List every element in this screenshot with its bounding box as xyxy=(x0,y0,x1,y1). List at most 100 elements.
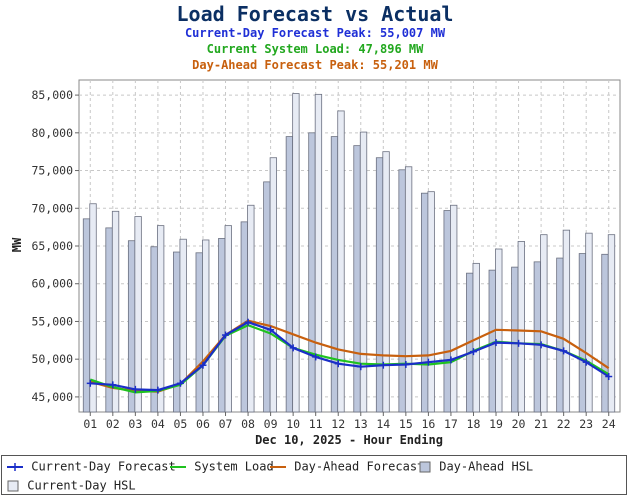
forecast-point-marker xyxy=(402,360,410,368)
legend-item-current-day-hsl: Current-Day HSL xyxy=(6,478,136,493)
day-ahead-hsl-bar xyxy=(398,169,406,413)
forecast-point-marker xyxy=(86,379,94,387)
day-ahead-hsl-bar xyxy=(375,157,384,413)
forecast-point-marker xyxy=(131,385,139,393)
current-day-hsl-bar xyxy=(179,238,187,413)
current-day-hsl-bar xyxy=(540,234,548,413)
forecast-point-marker xyxy=(469,348,477,356)
current-day-hsl-bar xyxy=(224,225,232,413)
y-tick-label: 60,000 xyxy=(31,277,73,291)
x-tick-label: 22 xyxy=(557,417,571,431)
day-ahead-hsl-bar xyxy=(285,136,294,413)
y-tick-label: 45,000 xyxy=(31,390,73,404)
x-axis-label: Dec 10, 2025 - Hour Ending xyxy=(255,433,443,447)
day-ahead-hsl-bar xyxy=(218,238,226,413)
current-day-hsl-bar xyxy=(89,203,97,413)
system-load-subtitle: Current System Load: 47,896 MW xyxy=(206,42,424,56)
day-ahead-hsl-bar xyxy=(173,251,181,413)
forecast-point-marker xyxy=(289,344,297,352)
y-tick-label: 80,000 xyxy=(31,126,73,140)
legend-label: Current-Day Forecast xyxy=(31,459,176,474)
forecast-point-marker xyxy=(447,356,455,364)
x-tick-label: 05 xyxy=(174,417,188,431)
x-tick-label: 07 xyxy=(219,417,233,431)
day-ahead-hsl-bar xyxy=(420,192,429,413)
y-tick-label: 70,000 xyxy=(31,201,73,215)
forecast-point-marker xyxy=(222,331,230,339)
forecast-point-marker xyxy=(357,363,365,371)
current-day-hsl-bar xyxy=(156,225,165,413)
x-tick-label: 08 xyxy=(241,417,255,431)
current-day-hsl-bar xyxy=(111,210,120,413)
forecast-point-marker xyxy=(537,341,545,349)
forecast-point-marker xyxy=(199,361,207,369)
y-tick-label: 85,000 xyxy=(31,88,73,102)
x-tick-label: 06 xyxy=(196,417,210,431)
forecast-point-marker xyxy=(244,318,252,326)
forecast-peak-subtitle: Current-Day Forecast Peak: 55,007 MW xyxy=(184,26,446,40)
day-ahead-hsl-bar xyxy=(150,246,158,413)
legend-label: Current-Day HSL xyxy=(27,478,136,493)
x-tick-label: 11 xyxy=(309,417,323,431)
x-tick-label: 13 xyxy=(354,417,368,431)
forecast-point-marker xyxy=(109,381,117,389)
forecast-point-marker xyxy=(582,358,590,366)
legend-label: System Load xyxy=(194,459,274,474)
current-day-hsl-bar xyxy=(562,229,571,413)
current-day-hsl-bar xyxy=(292,93,300,413)
x-tick-label: 04 xyxy=(151,417,165,431)
chart-legend: Current-Day Forecast System Load Day-Ahe… xyxy=(1,455,627,495)
current-day-hsl-bar xyxy=(314,93,323,413)
day-ahead-hsl-bar xyxy=(488,269,496,413)
day-ahead-hsl-bar xyxy=(353,145,361,413)
x-tick-label: 02 xyxy=(106,417,120,431)
current-day-forecast-line xyxy=(90,321,610,392)
current-day-hsl-bar xyxy=(427,191,435,413)
legend-item-day-ahead-hsl: Day-Ahead HSL xyxy=(418,459,533,474)
current-day-hsl-bar xyxy=(585,232,593,413)
current-day-hsl-bar xyxy=(269,157,278,413)
chart-title: Load Forecast vs Actual xyxy=(176,2,454,26)
x-tick-label: 01 xyxy=(83,417,97,431)
y-tick-label: 55,000 xyxy=(31,314,73,328)
load-chart: 45,000 50,000 55,000 60,000 65,000 70,000 75,0… xyxy=(10,79,621,447)
day-ahead-hsl-bar xyxy=(330,136,339,413)
current-day-hsl-bar xyxy=(247,204,255,413)
x-tick-label: 24 xyxy=(602,417,616,431)
legend-item-current-day-forecast: Current-Day Forecast xyxy=(6,459,176,474)
forecast-point-marker xyxy=(154,386,162,394)
day-ahead-hsl-bar xyxy=(127,240,136,413)
x-tick-label: 16 xyxy=(421,417,435,431)
current-day-hsl-bar xyxy=(359,131,368,413)
x-tick-label: 03 xyxy=(128,417,142,431)
forecast-point-marker xyxy=(312,353,320,361)
y-tick-label: 75,000 xyxy=(31,164,73,178)
legend-item-day-ahead-forecast: Day-Ahead Forecast xyxy=(269,459,424,474)
forecast-point-marker xyxy=(267,326,275,334)
x-tick-label: 20 xyxy=(512,417,526,431)
day-ahead-hsl-bar xyxy=(578,253,587,413)
forecast-point-marker xyxy=(560,347,568,355)
y-axis-label: MW xyxy=(10,237,24,252)
day-ahead-hsl-bar xyxy=(195,252,203,413)
forecast-point-marker xyxy=(424,358,432,366)
day-ahead-hsl-bar xyxy=(263,181,271,413)
forecast-point-marker xyxy=(515,339,523,347)
x-tick-label: 10 xyxy=(286,417,300,431)
legend-label: Day-Ahead Forecast xyxy=(294,459,425,474)
day-ahead-hsl-bar xyxy=(308,132,316,413)
legend-label: Day-Ahead HSL xyxy=(439,459,534,474)
current-day-hsl-bar xyxy=(337,110,345,413)
y-tick-label: 65,000 xyxy=(31,239,73,253)
day-ahead-hsl-bar xyxy=(556,257,564,413)
forecast-point-marker xyxy=(176,379,184,387)
day-ahead-hsl-bar xyxy=(240,221,248,413)
current-day-hsl-bar xyxy=(517,241,525,413)
current-day-hsl-bar xyxy=(134,216,142,413)
x-tick-label: 21 xyxy=(534,417,548,431)
dayahead-peak-subtitle: Day-Ahead Forecast Peak: 55,201 MW xyxy=(192,58,438,72)
forecast-point-marker xyxy=(379,361,387,369)
y-tick-label: 50,000 xyxy=(31,352,73,366)
day-ahead-hsl-bar xyxy=(511,266,519,413)
current-day-hsl-bar xyxy=(404,166,413,413)
